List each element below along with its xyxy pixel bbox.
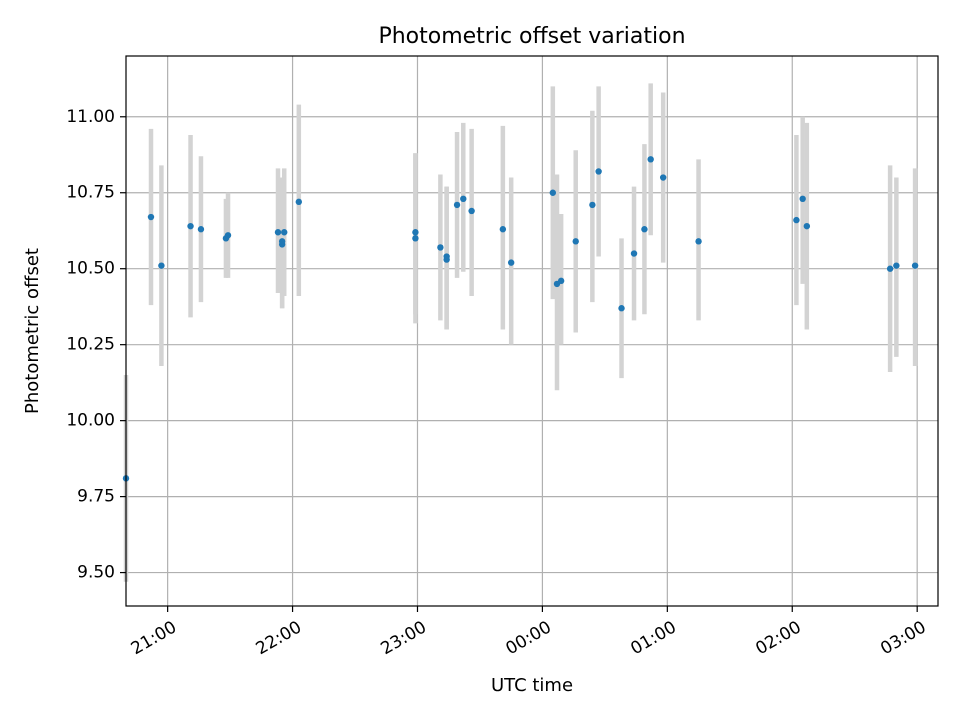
data-point — [499, 226, 507, 233]
y-tick-label: 11.00 — [66, 107, 115, 127]
data-points — [122, 156, 919, 482]
y-axis-label: Photometric offset — [22, 248, 43, 414]
data-point — [147, 213, 155, 221]
y-tick-label: 9.75 — [77, 487, 115, 507]
y-tick-label: 10.25 — [66, 335, 115, 355]
data-point — [274, 229, 282, 236]
data-point — [803, 222, 811, 230]
data-point — [460, 195, 467, 203]
y-tick-label: 10.00 — [66, 411, 115, 431]
data-point — [549, 189, 557, 196]
chart-title: Photometric offset variation — [378, 24, 685, 49]
data-point — [893, 262, 900, 269]
y-tick-label: 10.50 — [66, 259, 115, 279]
data-point — [659, 174, 667, 181]
data-point — [158, 262, 165, 269]
data-point — [618, 305, 625, 312]
y-tick-label: 10.75 — [66, 183, 115, 203]
data-point — [281, 229, 288, 236]
y-tick-label: 9.50 — [77, 563, 115, 583]
data-point — [224, 232, 232, 239]
data-point — [187, 222, 194, 230]
data-point — [793, 216, 800, 224]
data-point — [630, 250, 638, 257]
data-point — [412, 229, 419, 236]
data-point — [647, 156, 654, 163]
data-point — [507, 259, 515, 266]
data-point — [595, 168, 602, 175]
data-point — [295, 198, 303, 206]
data-point — [437, 244, 444, 251]
x-axis-label: UTC time — [491, 675, 573, 696]
data-point — [641, 226, 648, 233]
data-point — [557, 277, 565, 285]
data-point — [695, 238, 702, 245]
data-point — [886, 265, 894, 272]
data-point — [468, 207, 475, 215]
plot-area-frame — [125, 55, 939, 607]
data-point — [799, 195, 806, 203]
data-point — [278, 238, 286, 245]
data-point — [589, 201, 596, 209]
data-point — [197, 226, 205, 233]
y-axis-ticks: 9.50 9.75 10.00 10.25 10.50 10.75 11.00 — [66, 107, 126, 583]
data-point — [572, 238, 579, 245]
data-point — [911, 262, 919, 269]
data-point — [453, 201, 461, 209]
data-point — [443, 253, 450, 260]
data-point — [412, 235, 419, 242]
